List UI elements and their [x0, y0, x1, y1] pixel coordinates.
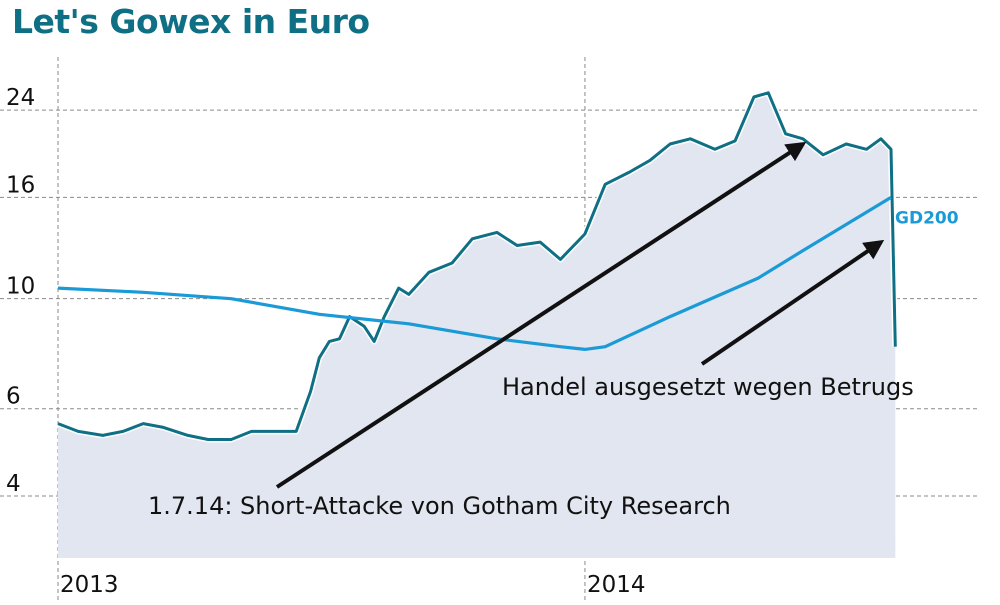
y-tick-label: 6 [6, 384, 21, 410]
annotation-trading-halt: Handel ausgesetzt wegen Betrugs [502, 373, 914, 401]
chart-title: Let's Gowex in Euro [12, 2, 370, 41]
y-tick-label: 16 [6, 172, 35, 198]
y-tick-label: 24 [6, 85, 35, 111]
x-tick-label: 2014 [587, 572, 646, 598]
label-layer: 4 6 10 16 24 2013 2014 GD200 1.7.14: Short-Attac… [6, 85, 959, 598]
gd200-label: GD200 [895, 208, 959, 228]
annotation-arrow-short-attack [275, 141, 807, 489]
area-layer [58, 92, 896, 559]
x-tick-label: 2013 [60, 572, 119, 598]
y-tick-label: 4 [6, 471, 21, 497]
price-line [57, 91, 897, 441]
gd200-line [57, 196, 892, 351]
annotation-arrow-trading-halt [700, 239, 885, 366]
annotation-short-attack: 1.7.14: Short-Attacke von Gotham City Re… [148, 492, 731, 520]
y-tick-label: 10 [6, 274, 35, 300]
line-layer [56, 89, 899, 489]
price-area [58, 92, 896, 559]
